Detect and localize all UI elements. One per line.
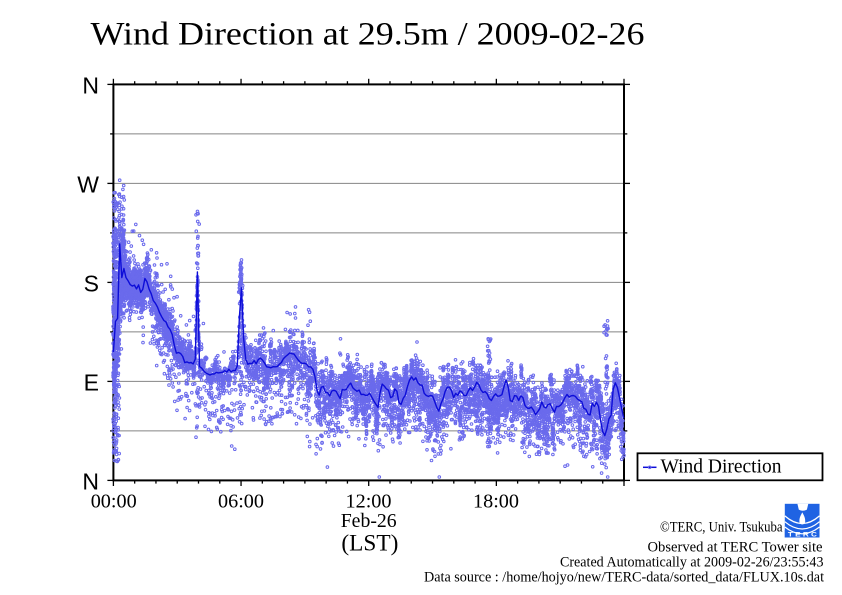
svg-text:N: N <box>82 73 99 99</box>
svg-text:(LST): (LST) <box>341 531 398 556</box>
svg-text:18:00: 18:00 <box>473 491 519 513</box>
svg-text:Observed at TERC Tower site: Observed at TERC Tower site <box>648 540 823 556</box>
svg-text:00:00: 00:00 <box>91 491 137 513</box>
svg-text:T E R C: T E R C <box>788 532 817 539</box>
svg-text:Wind Direction at 29.5m / 2009: Wind Direction at 29.5m / 2009-02-26 <box>91 17 645 53</box>
svg-text:W: W <box>77 172 99 198</box>
svg-text:Data source : /home/hojyo/new/: Data source : /home/hojyo/new/TERC-data/… <box>424 570 825 586</box>
svg-text:Wind Direction: Wind Direction <box>661 457 782 478</box>
svg-text:Created Automatically at 2009-: Created Automatically at 2009-02-26/23:5… <box>560 555 824 571</box>
svg-text:Feb-26: Feb-26 <box>341 510 397 532</box>
svg-text:06:00: 06:00 <box>218 491 264 513</box>
svg-text:E: E <box>84 370 99 396</box>
svg-text:S: S <box>84 271 99 297</box>
svg-text:©TERC, Univ. Tsukuba: ©TERC, Univ. Tsukuba <box>660 520 783 536</box>
